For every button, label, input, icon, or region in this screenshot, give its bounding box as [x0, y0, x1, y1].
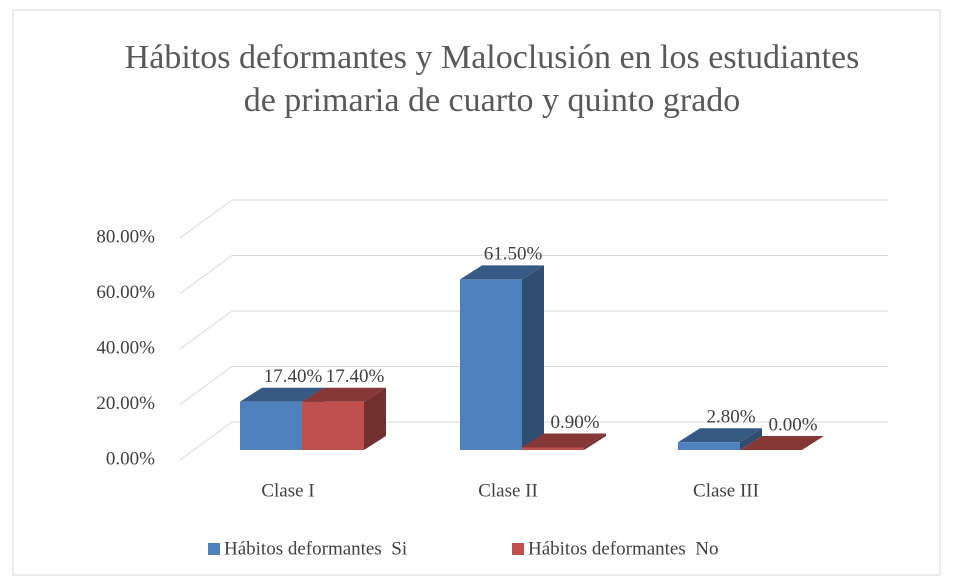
x-tick-label: Clase III	[693, 480, 759, 501]
data-label: 0.90%	[550, 412, 599, 433]
bar-face	[522, 447, 584, 450]
y-tick-label: 0.00%	[106, 448, 155, 469]
bar	[522, 433, 606, 450]
bar	[678, 428, 762, 450]
bar-face	[740, 428, 762, 450]
bar-face	[740, 436, 824, 450]
y-tick-label: 80.00%	[96, 226, 155, 247]
x-tick-label: Clase I	[261, 480, 314, 501]
y-tick-label: 20.00%	[96, 393, 155, 414]
legend-swatch	[208, 543, 220, 555]
grid-line	[179, 366, 888, 405]
grid-line	[179, 421, 888, 461]
bar-face	[678, 442, 740, 450]
bar	[460, 265, 544, 450]
bar	[740, 436, 824, 450]
y-tick-label: 40.00%	[96, 337, 155, 358]
legend-label: Hábitos deformantes No	[528, 538, 718, 559]
bar-face	[522, 265, 544, 450]
bar-face	[584, 433, 606, 450]
data-label: 17.40%	[264, 366, 323, 387]
bar-face	[460, 279, 522, 450]
y-tick-label: 60.00%	[96, 282, 155, 303]
grid-line	[179, 199, 888, 239]
bar-face	[522, 433, 606, 448]
data-label: 61.50%	[484, 244, 543, 265]
grid-line	[179, 255, 888, 294]
legend-swatch	[512, 543, 524, 555]
data-label: 0.00%	[768, 414, 817, 435]
chart-title: Hábitos deformantes y Maloclusión en los…	[124, 39, 860, 119]
bar-face	[302, 387, 386, 402]
bar-face	[364, 387, 386, 450]
bar-face	[302, 401, 364, 450]
data-label: 2.80%	[706, 407, 755, 428]
legend-label: Hábitos deformantes Si	[224, 538, 407, 559]
bar-face	[240, 387, 324, 402]
bar-face	[240, 401, 302, 450]
bar-face	[460, 265, 544, 280]
bar	[302, 387, 386, 450]
data-label: 17.40%	[326, 366, 385, 387]
bar-face	[678, 428, 762, 443]
x-tick-label: Clase II	[478, 480, 538, 501]
grid-line	[179, 310, 888, 350]
